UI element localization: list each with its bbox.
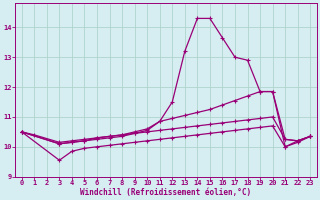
X-axis label: Windchill (Refroidissement éolien,°C): Windchill (Refroidissement éolien,°C) [80,188,252,197]
